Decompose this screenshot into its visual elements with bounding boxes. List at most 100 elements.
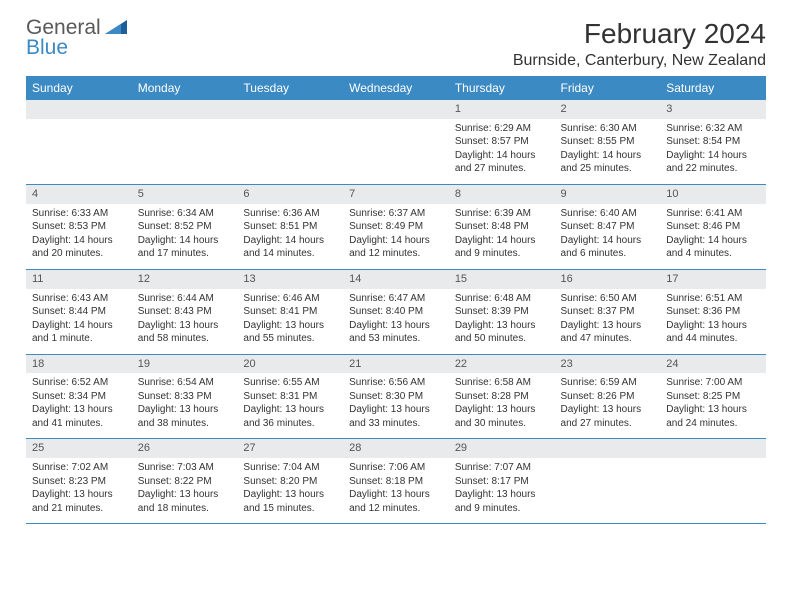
sunrise-text: Sunrise: 7:02 AM xyxy=(32,461,126,475)
triangle-icon xyxy=(105,16,127,39)
day-cell: 26Sunrise: 7:03 AMSunset: 8:22 PMDayligh… xyxy=(132,439,238,524)
daylight-text: Daylight: 14 hours and 20 minutes. xyxy=(32,234,126,261)
sunrise-text: Sunrise: 6:34 AM xyxy=(138,207,232,221)
day-cell: 16Sunrise: 6:50 AMSunset: 8:37 PMDayligh… xyxy=(555,269,661,354)
daylight-text: Daylight: 13 hours and 27 minutes. xyxy=(561,403,655,430)
day-number: 10 xyxy=(660,185,766,204)
daylight-text: Daylight: 13 hours and 30 minutes. xyxy=(455,403,549,430)
daylight-text: Daylight: 14 hours and 25 minutes. xyxy=(561,149,655,176)
day-number: 7 xyxy=(343,185,449,204)
sunrise-text: Sunrise: 6:58 AM xyxy=(455,376,549,390)
sunset-text: Sunset: 8:23 PM xyxy=(32,475,126,489)
daylight-text: Daylight: 14 hours and 12 minutes. xyxy=(349,234,443,261)
day-number: 18 xyxy=(26,355,132,374)
daylight-text: Daylight: 13 hours and 9 minutes. xyxy=(455,488,549,515)
day-cell: 21Sunrise: 6:56 AMSunset: 8:30 PMDayligh… xyxy=(343,354,449,439)
sunrise-text: Sunrise: 6:48 AM xyxy=(455,292,549,306)
daylight-text: Daylight: 13 hours and 50 minutes. xyxy=(455,319,549,346)
day-cell: 8Sunrise: 6:39 AMSunset: 8:48 PMDaylight… xyxy=(449,184,555,269)
day-cell: 13Sunrise: 6:46 AMSunset: 8:41 PMDayligh… xyxy=(237,269,343,354)
day-number: 17 xyxy=(660,270,766,289)
sunset-text: Sunset: 8:43 PM xyxy=(138,305,232,319)
sunset-text: Sunset: 8:36 PM xyxy=(666,305,760,319)
sunset-text: Sunset: 8:28 PM xyxy=(455,390,549,404)
sunset-text: Sunset: 8:44 PM xyxy=(32,305,126,319)
day-number: 20 xyxy=(237,355,343,374)
sunrise-text: Sunrise: 6:37 AM xyxy=(349,207,443,221)
day-cell: 3Sunrise: 6:32 AMSunset: 8:54 PMDaylight… xyxy=(660,100,766,184)
day-number: 22 xyxy=(449,355,555,374)
sunset-text: Sunset: 8:30 PM xyxy=(349,390,443,404)
dow-sat: Saturday xyxy=(660,76,766,100)
day-cell: 5Sunrise: 6:34 AMSunset: 8:52 PMDaylight… xyxy=(132,184,238,269)
day-number: 28 xyxy=(343,439,449,458)
day-cell xyxy=(237,100,343,184)
sunrise-text: Sunrise: 6:30 AM xyxy=(561,122,655,136)
sunset-text: Sunset: 8:39 PM xyxy=(455,305,549,319)
sunset-text: Sunset: 8:26 PM xyxy=(561,390,655,404)
day-number: 14 xyxy=(343,270,449,289)
day-number: 8 xyxy=(449,185,555,204)
day-cell: 29Sunrise: 7:07 AMSunset: 8:17 PMDayligh… xyxy=(449,439,555,524)
daylight-text: Daylight: 13 hours and 12 minutes. xyxy=(349,488,443,515)
sunrise-text: Sunrise: 6:29 AM xyxy=(455,122,549,136)
day-cell xyxy=(132,100,238,184)
day-number-empty xyxy=(237,100,343,119)
day-cell: 11Sunrise: 6:43 AMSunset: 8:44 PMDayligh… xyxy=(26,269,132,354)
day-cell: 18Sunrise: 6:52 AMSunset: 8:34 PMDayligh… xyxy=(26,354,132,439)
day-cell: 7Sunrise: 6:37 AMSunset: 8:49 PMDaylight… xyxy=(343,184,449,269)
day-number-empty xyxy=(555,439,661,458)
sunrise-text: Sunrise: 7:03 AM xyxy=(138,461,232,475)
day-number-empty xyxy=(343,100,449,119)
dow-mon: Monday xyxy=(132,76,238,100)
daylight-text: Daylight: 14 hours and 4 minutes. xyxy=(666,234,760,261)
daylight-text: Daylight: 14 hours and 27 minutes. xyxy=(455,149,549,176)
day-cell: 20Sunrise: 6:55 AMSunset: 8:31 PMDayligh… xyxy=(237,354,343,439)
sunrise-text: Sunrise: 6:44 AM xyxy=(138,292,232,306)
sunrise-text: Sunrise: 6:51 AM xyxy=(666,292,760,306)
day-number: 4 xyxy=(26,185,132,204)
sunset-text: Sunset: 8:18 PM xyxy=(349,475,443,489)
dow-sun: Sunday xyxy=(26,76,132,100)
daylight-text: Daylight: 14 hours and 1 minute. xyxy=(32,319,126,346)
sunset-text: Sunset: 8:25 PM xyxy=(666,390,760,404)
day-cell xyxy=(555,439,661,524)
daylight-text: Daylight: 14 hours and 9 minutes. xyxy=(455,234,549,261)
sunset-text: Sunset: 8:33 PM xyxy=(138,390,232,404)
daylight-text: Daylight: 14 hours and 6 minutes. xyxy=(561,234,655,261)
day-cell: 22 Sunrise: 6:58 AMSunset: 8:28 PMDayligh… xyxy=(449,354,555,439)
day-number: 11 xyxy=(26,270,132,289)
week-row: 11Sunrise: 6:43 AMSunset: 8:44 PMDayligh… xyxy=(26,269,766,354)
header: General Blue February 2024 Burnside, Can… xyxy=(26,18,766,70)
daylight-text: Daylight: 13 hours and 55 minutes. xyxy=(243,319,337,346)
day-cell: 10Sunrise: 6:41 AMSunset: 8:46 PMDayligh… xyxy=(660,184,766,269)
day-number: 25 xyxy=(26,439,132,458)
sunset-text: Sunset: 8:53 PM xyxy=(32,220,126,234)
day-cell: 27Sunrise: 7:04 AMSunset: 8:20 PMDayligh… xyxy=(237,439,343,524)
daylight-text: Daylight: 13 hours and 53 minutes. xyxy=(349,319,443,346)
sunset-text: Sunset: 8:55 PM xyxy=(561,135,655,149)
sunrise-text: Sunrise: 6:56 AM xyxy=(349,376,443,390)
sunset-text: Sunset: 8:41 PM xyxy=(243,305,337,319)
day-number: 26 xyxy=(132,439,238,458)
day-cell: 6Sunrise: 6:36 AMSunset: 8:51 PMDaylight… xyxy=(237,184,343,269)
daylight-text: Daylight: 13 hours and 33 minutes. xyxy=(349,403,443,430)
sunrise-text: Sunrise: 7:00 AM xyxy=(666,376,760,390)
day-number: 15 xyxy=(449,270,555,289)
week-row: 25 Sunrise: 7:02 AMSunset: 8:23 PM Dayligh… xyxy=(26,439,766,524)
day-cell xyxy=(660,439,766,524)
day-cell: 15 Sunrise: 6:48 AMSunset: 8:39 PMDayligh… xyxy=(449,269,555,354)
daylight-text: Daylight: 13 hours and 41 minutes. xyxy=(32,403,126,430)
sunrise-text: Sunrise: 6:50 AM xyxy=(561,292,655,306)
day-number-empty xyxy=(132,100,238,119)
brand-blue: Blue xyxy=(26,38,68,58)
sunrise-text: Sunrise: 6:39 AM xyxy=(455,207,549,221)
day-cell: 2Sunrise: 6:30 AMSunset: 8:55 PMDaylight… xyxy=(555,100,661,184)
day-number: 6 xyxy=(237,185,343,204)
week-row: 1Sunrise: 6:29 AMSunset: 8:57 PMDaylight… xyxy=(26,100,766,184)
sunset-text: Sunset: 8:52 PM xyxy=(138,220,232,234)
sunrise-text: Sunrise: 6:47 AM xyxy=(349,292,443,306)
sunrise-text: Sunrise: 6:36 AM xyxy=(243,207,337,221)
sunset-text: Sunset: 8:46 PM xyxy=(666,220,760,234)
dow-fri: Friday xyxy=(555,76,661,100)
